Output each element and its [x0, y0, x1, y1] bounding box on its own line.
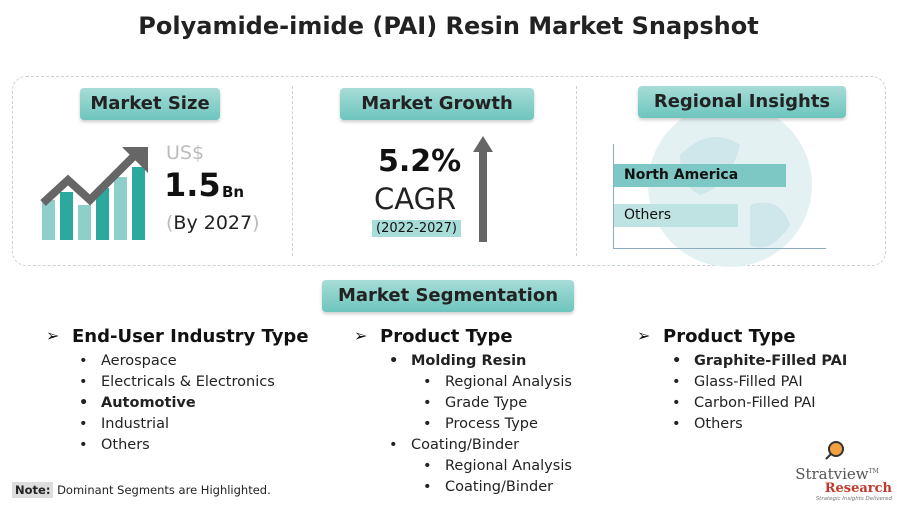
list-item: Others [79, 437, 150, 453]
list-item: Others [672, 416, 743, 432]
list-item: Molding Resin [389, 353, 526, 369]
market-size-unit: Bn [222, 183, 245, 201]
divider [576, 86, 577, 256]
currency-label: US$ [166, 142, 205, 164]
bar-north-america: North America [614, 164, 786, 187]
list-item: Coating/Binder [423, 479, 553, 495]
divider [292, 86, 293, 256]
logo-tagline: Strategic Insights Delivered [815, 496, 892, 502]
cagr-value: 5.2% [378, 144, 462, 179]
page-title: Polyamide-imide (PAI) Resin Market Snaps… [138, 12, 759, 40]
col1-heading: End-User Industry Type [46, 326, 308, 347]
logo-name: Stratview [795, 465, 869, 483]
snapshot-panel [12, 76, 886, 266]
list-item: Process Type [423, 416, 538, 432]
paren: ( [166, 212, 174, 234]
list-item: Glass-Filled PAI [672, 374, 803, 390]
cagr-label: CAGR [374, 182, 457, 216]
note-label: Note: [12, 482, 54, 498]
stratview-logo: StratviewTM Research Strategic Insights … [782, 440, 892, 502]
list-item: Grade Type [423, 395, 527, 411]
market-size-header: Market Size [80, 88, 220, 120]
list-item: Electricals & Electronics [79, 374, 275, 390]
logo-sub: Research [824, 481, 892, 496]
market-size-value: 1.5 [164, 166, 221, 204]
segmentation-header: Market Segmentation [322, 280, 574, 312]
list-item: Graphite-Filled PAI [672, 353, 847, 369]
list-item: Regional Analysis [423, 458, 572, 474]
up-arrow-icon [473, 136, 493, 242]
list-item: Aerospace [79, 353, 177, 369]
growth-chart-icon [40, 147, 148, 240]
logo-magnifier-icon [825, 441, 844, 460]
list-item: Regional Analysis [423, 374, 572, 390]
list-item: Carbon-Filled PAI [672, 395, 816, 411]
axis [613, 144, 614, 248]
axis [613, 248, 826, 249]
list-item: Industrial [79, 416, 169, 432]
logo-tm: TM [868, 468, 879, 475]
cagr-period: (2022-2027) [372, 220, 462, 237]
market-size-year: By 2027 [173, 212, 253, 234]
col2-heading: Product Type [354, 326, 513, 347]
col3-heading: Product Type [637, 326, 796, 347]
regional-insights-header: Regional Insights [638, 86, 846, 118]
paren: ) [252, 212, 260, 234]
bar-others: Others [614, 204, 738, 227]
list-item: Automotive [79, 395, 196, 411]
market-growth-header: Market Growth [340, 88, 534, 120]
list-item: Coating/Binder [389, 437, 519, 453]
note-text: Dominant Segments are Highlighted. [57, 483, 271, 497]
